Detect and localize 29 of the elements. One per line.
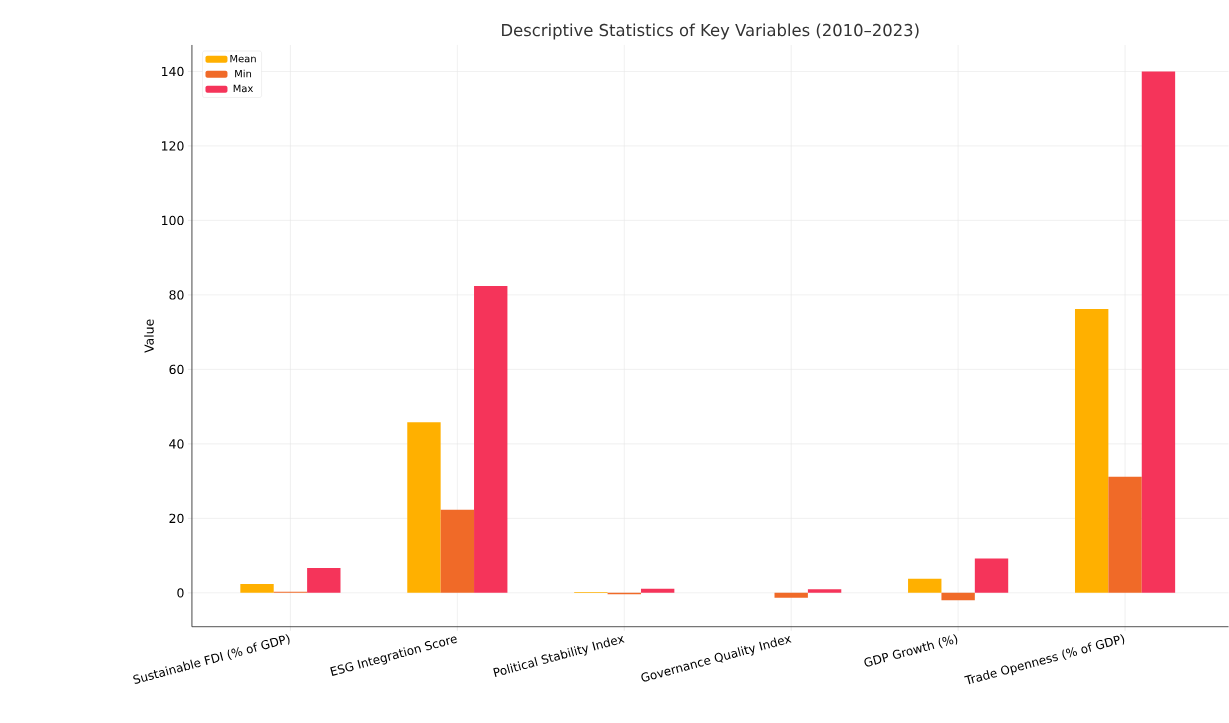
bar — [941, 593, 975, 601]
y-tick-label: 140 — [162, 66, 184, 77]
bar — [240, 584, 274, 593]
bar — [1141, 71, 1176, 593]
y-tick-label: 60 — [169, 364, 184, 375]
legend-label: Max — [233, 84, 254, 93]
bar — [407, 422, 441, 593]
legend-label: Min — [235, 69, 252, 78]
bar — [1108, 476, 1142, 593]
bar — [474, 286, 508, 593]
bar — [640, 588, 675, 593]
x-tick-label: Political Stability Index — [493, 636, 625, 678]
y-tick-label: 0 — [177, 588, 184, 598]
x-tick-label: GDP Growth (%) — [864, 634, 958, 667]
y-tick-label: 40 — [169, 439, 184, 449]
bar — [774, 593, 808, 598]
bar — [307, 568, 341, 593]
bar — [974, 558, 1009, 593]
chart-title: Descriptive Statistics of Key Variables (2010–2023) — [502, 23, 919, 40]
legend-label: Mean — [230, 55, 256, 63]
y-tick-label: 120 — [162, 141, 184, 151]
y-tick-label: 80 — [169, 290, 184, 300]
y-axis-title: Value — [144, 319, 154, 353]
bar — [908, 578, 942, 593]
y-tick-label: 20 — [169, 513, 184, 524]
bar — [807, 589, 842, 593]
bar — [440, 509, 475, 593]
y-tick-label: 100 — [162, 215, 184, 226]
bar — [1074, 309, 1109, 593]
